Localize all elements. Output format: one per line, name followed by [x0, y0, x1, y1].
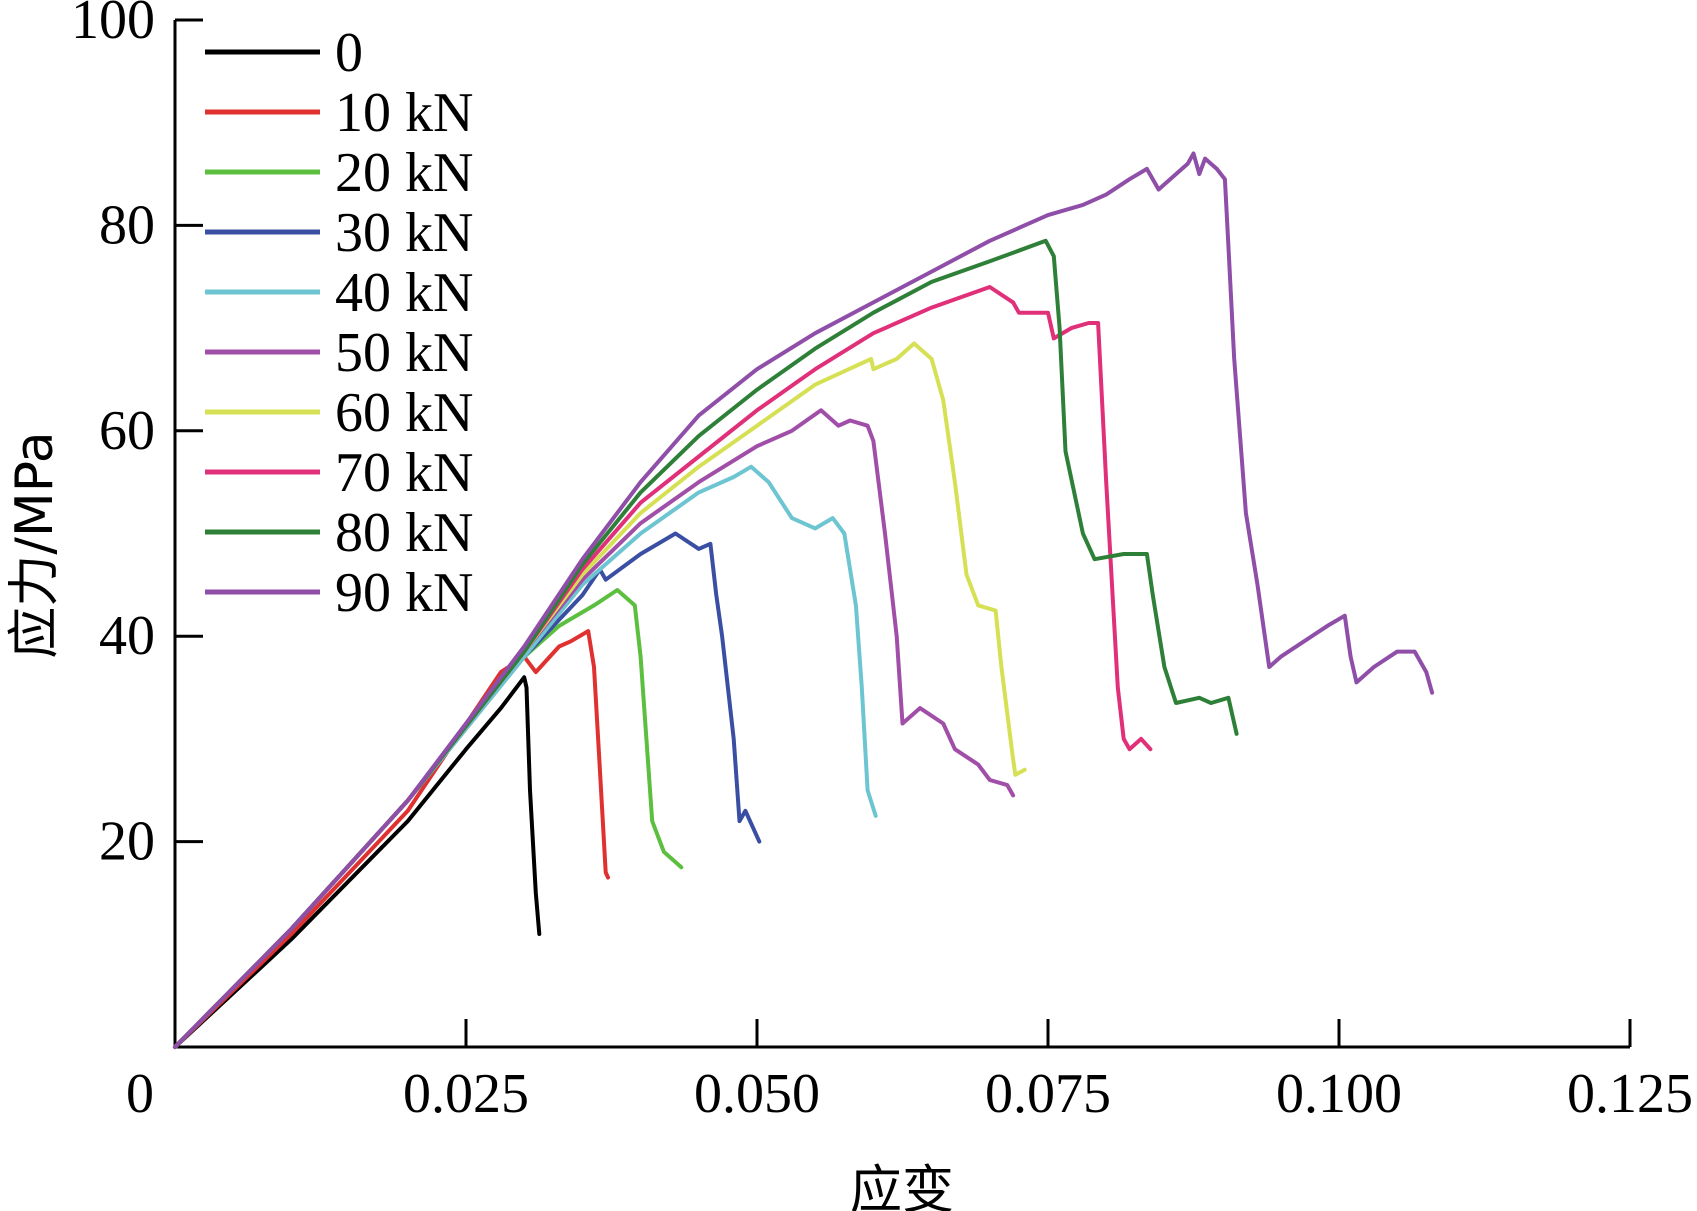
legend-label: 70 kN — [335, 442, 473, 504]
y-tick-label: 60 — [99, 400, 155, 462]
y-tick-label: 40 — [99, 605, 155, 667]
series-line — [173, 464, 878, 1049]
axes: 0 0.025 0.050 0.075 0.100 0.125 20 40 60 80 100 — [71, 0, 1693, 1125]
y-tick-label: 20 — [99, 811, 155, 873]
x-tick-label: 0.125 — [1567, 1063, 1693, 1125]
series-line — [173, 408, 1016, 1049]
series-line — [173, 238, 1239, 1049]
legend-label: 20 kN — [335, 142, 473, 204]
series-line — [173, 285, 1153, 1049]
series-line — [173, 675, 542, 1049]
legend-label: 10 kN — [335, 82, 473, 144]
x-tick-label: 0.100 — [1276, 1063, 1402, 1125]
y-tick-label: 80 — [99, 194, 155, 256]
legend-label: 40 kN — [335, 262, 473, 324]
x-axis-title: 应变 — [850, 1161, 954, 1211]
x-tick-label: 0.025 — [403, 1063, 529, 1125]
series-line — [173, 341, 1027, 1049]
series-line — [173, 151, 1435, 1049]
legend-label: 50 kN — [335, 322, 473, 384]
legend-label: 90 kN — [335, 562, 473, 624]
x-tick-label: 0.075 — [985, 1063, 1111, 1125]
y-axis-title: 应力/MPa — [5, 431, 65, 658]
x-tick-label: 0 — [126, 1063, 154, 1125]
legend-label: 0 — [335, 22, 363, 84]
legend-label: 80 kN — [335, 502, 473, 564]
series-layer — [173, 151, 1435, 1049]
y-tick-label: 100 — [71, 0, 155, 51]
series-line — [173, 629, 610, 1049]
legend-label: 60 kN — [335, 382, 473, 444]
x-tick-label: 0.050 — [694, 1063, 820, 1125]
legend-label: 30 kN — [335, 202, 473, 264]
